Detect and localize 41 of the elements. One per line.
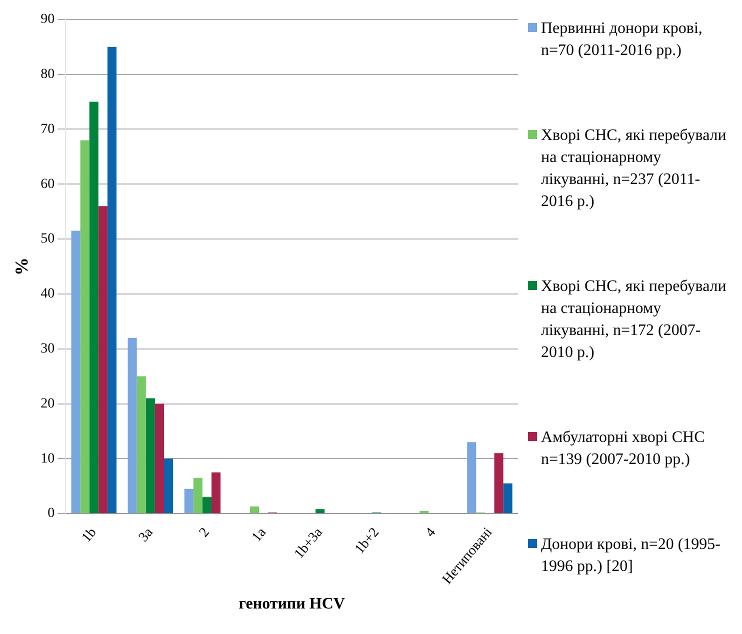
y-tick-label: 70: [40, 122, 55, 137]
bar: [154, 404, 164, 514]
bar: [71, 230, 80, 514]
bar: [503, 483, 512, 514]
bar: [316, 509, 325, 514]
y-tick-label: 30: [40, 342, 55, 357]
y-tick-label: 20: [40, 396, 55, 412]
x-tick-label: 3a: [136, 524, 157, 546]
x-tick-label: 1b: [79, 525, 100, 546]
legend-label: Амбулаторні хворі СНС n=139 (2007-2010 рр.): [541, 428, 706, 470]
legend-label: Хворі СНС, які перебували на стаціонарному лікуванні, n=172 (2007-2010 р.): [541, 277, 728, 363]
bar: [494, 453, 504, 514]
bar: [164, 458, 174, 514]
bar: [80, 140, 90, 514]
bar: [193, 478, 202, 514]
y-tick-label: 0: [48, 506, 55, 522]
bar: [250, 506, 259, 514]
legend-label: Первинні донори крові, n=70 (2011-2016 рр.): [541, 19, 704, 61]
bar: [98, 206, 108, 514]
x-tick-label: 4: [423, 525, 440, 540]
y-tick-label: 40: [40, 286, 55, 302]
y-axis-title: %: [11, 257, 32, 276]
bar: [89, 102, 98, 514]
bar: [136, 376, 146, 514]
bar: [107, 46, 116, 514]
x-axis-title: генотипи HCV: [238, 596, 346, 613]
bar: [128, 338, 137, 514]
bar: [467, 442, 476, 514]
legend-label: Донори крові, n=20 (1995-1996 рр.) [20]: [541, 535, 722, 577]
y-tick-label: 90: [40, 12, 55, 28]
bar: [212, 472, 221, 514]
x-tick-label: 2: [196, 525, 213, 540]
bar: [202, 497, 212, 514]
y-tick-label: 10: [40, 451, 55, 466]
y-tick-label: 60: [40, 176, 55, 192]
y-tick-label: 50: [40, 232, 55, 247]
bar: [146, 398, 155, 514]
x-tick-label: 1a: [249, 524, 270, 546]
legend-label: Хворі СНС, які перебували на стаціонарному лікуванні, n=237 (2011-2016 р.): [541, 126, 728, 212]
y-tick-label: 80: [40, 66, 55, 82]
bar: [184, 488, 194, 514]
